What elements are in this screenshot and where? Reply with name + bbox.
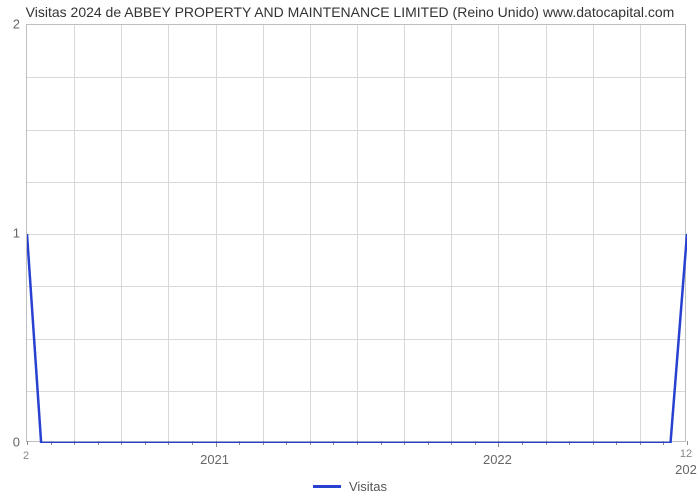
x-edge-label-right-2: 202 (675, 462, 697, 477)
x-tick-minor (687, 441, 688, 445)
x-tick-label: 2022 (483, 452, 512, 467)
legend-label: Visitas (349, 479, 387, 494)
legend-swatch (313, 485, 341, 488)
series-line (27, 25, 687, 443)
x-edge-label-left: 2 (23, 450, 29, 462)
chart-title: Visitas 2024 de ABBEY PROPERTY AND MAINT… (0, 4, 700, 20)
y-tick-label: 2 (4, 17, 20, 32)
y-tick-label: 1 (4, 226, 20, 241)
plot-area (26, 24, 686, 442)
y-tick-label: 0 (4, 435, 20, 450)
legend: Visitas (0, 478, 700, 494)
x-edge-label-right-1: 12 (680, 448, 692, 460)
x-tick-label: 2021 (200, 452, 229, 467)
